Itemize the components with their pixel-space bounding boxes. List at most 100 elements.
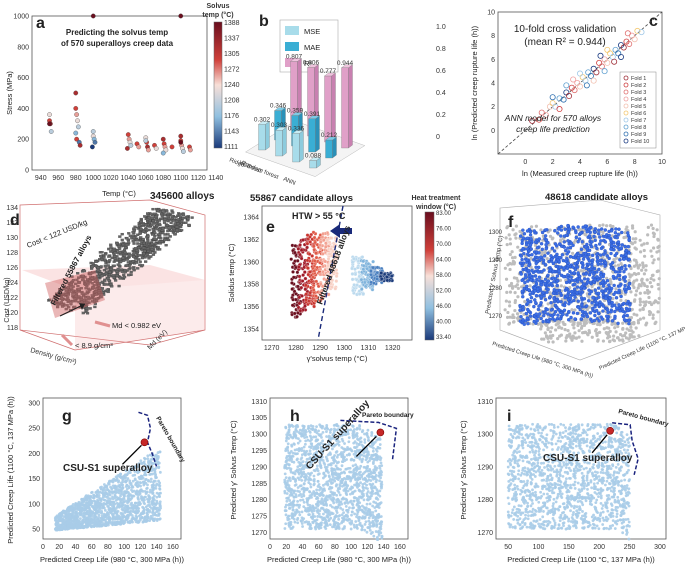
panel-e-point — [300, 279, 305, 283]
panel-f-grey-point — [652, 278, 656, 282]
panel-d-alloy-point — [99, 265, 103, 268]
panel-f-blue-point — [539, 289, 543, 293]
panel-g-point — [74, 502, 78, 505]
panel-e-y-tick: 1354 — [243, 326, 259, 333]
panel-b-z-tick: 0.2 — [436, 112, 446, 119]
panel-f-grey-point — [511, 228, 515, 232]
panel-f-grey-point — [645, 284, 649, 289]
panel-d-alloy-point — [125, 258, 129, 261]
panel-e-point — [318, 240, 323, 244]
panel-e: 55867 candidate alloys e HTW > 55 °C Fil… — [227, 193, 461, 363]
panel-e-x-tick: 1270 — [264, 345, 280, 352]
panel-b-bar-top — [292, 130, 304, 134]
panel-f-grey-point — [550, 304, 554, 308]
panel-f-blue-point — [579, 317, 584, 321]
panel-c-legend-marker — [623, 89, 629, 95]
panel-f-blue-point — [523, 275, 528, 280]
panel-f-blue-point — [536, 270, 541, 274]
panel-d-alloy-point — [71, 278, 76, 282]
panel-b-bar: 0.212 — [321, 132, 338, 159]
panel-f-grey-point — [510, 284, 515, 288]
panel-d-alloy-point — [187, 223, 191, 227]
panel-d-alloy-point — [116, 263, 120, 266]
panel-f-grey-point — [649, 249, 653, 253]
panel-f-blue-point — [527, 288, 531, 292]
panel-d-alloy-point — [121, 256, 125, 260]
panel-g-label: g — [62, 408, 72, 425]
panel-f-blue-point — [622, 301, 626, 306]
panel-g-point — [138, 501, 141, 505]
panel-f-blue-point — [599, 273, 603, 277]
panel-f-blue-point — [623, 244, 627, 249]
panel-f-blue-point — [552, 299, 557, 304]
panel-f-blue-point — [567, 309, 571, 314]
panel-c-point — [577, 83, 584, 90]
panel-f-blue-point — [544, 246, 549, 251]
panel-c-x-tick: 2 — [551, 159, 555, 166]
panel-e-point — [311, 275, 315, 280]
panel-f-z-tick: 1300 — [489, 230, 503, 236]
panel-f-blue-point — [603, 261, 608, 265]
panel-b-bar-top — [274, 107, 286, 111]
panel-f-grey-point — [543, 331, 547, 335]
panel-d-alloy-point — [150, 242, 154, 246]
panel-e-point — [312, 235, 317, 240]
panel-g: g Pareto boundary CSU-S1 superalloy 0 20 4… — [6, 396, 186, 564]
panel-f-grey-point — [577, 329, 581, 333]
panel-f-blue-point — [539, 283, 544, 287]
panel-f-blue-point — [535, 318, 539, 323]
panel-f-grey-point — [504, 299, 508, 303]
panel-e-point — [360, 255, 365, 259]
panel-c-legend-label: Fold 8 — [631, 125, 646, 131]
panel-d-alloy-point — [85, 307, 89, 310]
panel-f-blue-point — [560, 253, 565, 257]
panel-e-point — [389, 274, 394, 278]
panel-f-grey-point — [515, 283, 519, 287]
panel-e-point — [370, 287, 375, 292]
panel-b-bar-side — [299, 130, 304, 163]
panel-f-grey-point — [503, 308, 507, 312]
panel-f-grey-point — [543, 251, 547, 255]
panel-f-blue-point — [534, 301, 538, 305]
panel-f-blue-point — [595, 246, 599, 251]
panel-f-grey-point — [632, 264, 637, 268]
panel-e-point — [299, 285, 304, 290]
panel-f-grey-point — [508, 237, 512, 241]
panel-d-alloy-point — [109, 246, 113, 249]
panel-f-blue-point — [536, 307, 541, 312]
panel-d-alloy-point — [129, 270, 133, 274]
panel-f-blue-point — [620, 230, 624, 235]
panel-f-blue-point — [619, 246, 624, 250]
panel-d-alloy-point — [109, 268, 113, 271]
panel-d-box-edge-2 — [74, 329, 206, 351]
panel-a-x-tick: 1120 — [191, 175, 206, 182]
panel-e-point — [301, 238, 305, 242]
panel-f-grey-point — [568, 332, 572, 336]
panel-f-blue-point — [610, 300, 614, 305]
panel-f-grey-point — [573, 331, 577, 335]
panel-b-z-tick: 0.8 — [436, 46, 446, 53]
panel-f-blue-point — [529, 237, 533, 241]
panel-e-point — [296, 284, 300, 289]
panel-d: d 345600 alloys Cost < 122 USD/kg Filter… — [4, 191, 215, 366]
panel-f-blue-point — [576, 271, 580, 275]
panel-g-point — [125, 483, 129, 487]
panel-f-blue-point — [579, 296, 584, 300]
panel-d-alloy-point — [169, 221, 173, 224]
panel-b-bar-front — [275, 130, 283, 157]
panel-e-point — [363, 284, 368, 289]
panel-f-blue-point — [541, 319, 545, 324]
panel-a-y-tick: 1000 — [13, 14, 29, 21]
panel-g-point — [157, 483, 161, 487]
panel-a-point — [181, 149, 186, 154]
panel-f-blue-point — [546, 319, 550, 323]
panel-b-z-tick: 0.6 — [436, 68, 446, 75]
panel-f-blue-point — [526, 321, 530, 326]
panel-c-point — [542, 111, 549, 118]
panel-f-blue-point — [568, 296, 573, 301]
panel-a-point — [178, 13, 184, 19]
panel-f-blue-point — [523, 280, 527, 285]
panel-f-grey-point — [651, 226, 655, 231]
panel-f-grey-point — [619, 261, 623, 266]
panel-f-blue-point — [602, 252, 606, 256]
